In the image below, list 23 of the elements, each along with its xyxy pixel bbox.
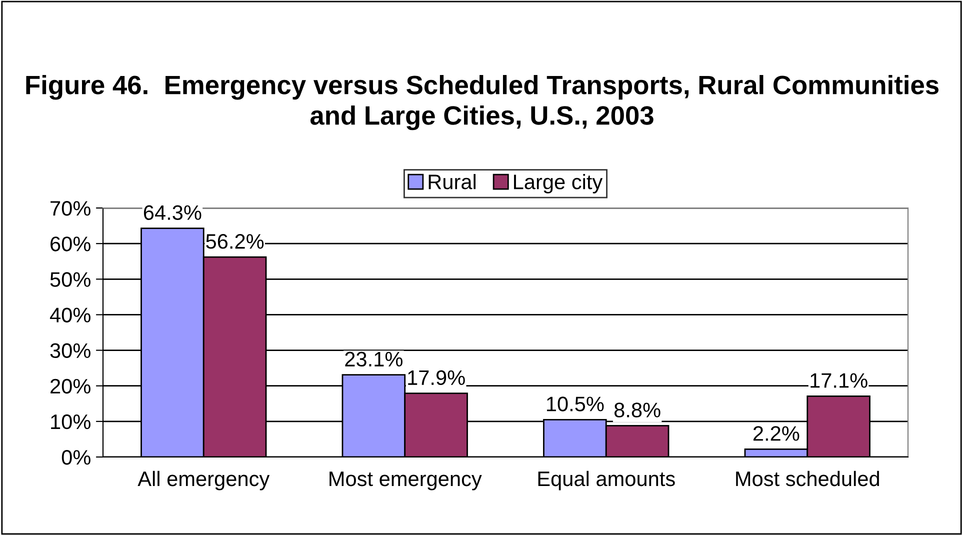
data-label: 56.2%: [206, 234, 264, 249]
y-tick-label: 0%: [62, 450, 90, 465]
y-tick-label: 60%: [50, 236, 90, 252]
x-tick-label: Equal amounts: [538, 470, 675, 490]
y-tick-label: 70%: [50, 201, 90, 216]
legend-label: Rural: [428, 174, 476, 190]
data-label: 17.9%: [408, 370, 465, 386]
data-label: 17.1%: [810, 373, 868, 388]
data-label: 64.3%: [144, 205, 202, 220]
data-label: 8.8%: [614, 402, 660, 418]
x-tick-label: Most emergency: [330, 472, 482, 490]
y-tick-label: 20%: [50, 378, 90, 394]
x-tick-label: All emergency: [138, 470, 270, 490]
y-tick-label: 40%: [50, 308, 90, 322]
y-tick-label: 30%: [50, 343, 90, 358]
data-label: 10.5%: [546, 396, 604, 412]
y-tick-label: 10%: [51, 414, 90, 430]
chart-title: Figure 46. Emergency versus Scheduled Transports, Rural Communities and Large Cities, U.S., 2003: [26, 75, 938, 130]
x-tick-label: Most scheduled: [736, 470, 879, 486]
data-label: 2.2%: [753, 426, 800, 441]
data-label: 23.1%: [345, 352, 402, 367]
legend-label: Large city: [514, 174, 603, 194]
y-tick-label: 50%: [50, 272, 90, 287]
